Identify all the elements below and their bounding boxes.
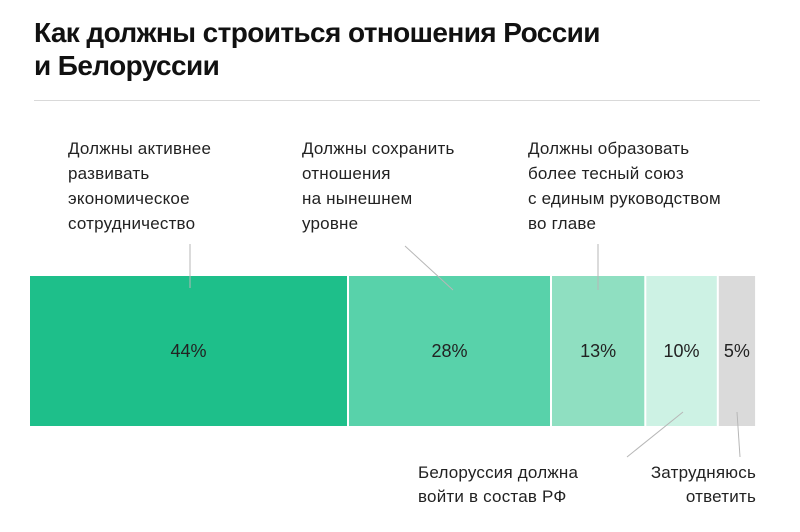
- category-label-undecided: Затрудняюсь ответить: [630, 461, 756, 509]
- leader-line: [736, 411, 741, 458]
- category-label-line: во главе: [528, 214, 597, 233]
- category-label-line: сотрудничество: [68, 214, 196, 233]
- category-label-economic-cooperation: Должны активнее развивать экономическое …: [68, 136, 211, 236]
- category-label-line: ответить: [685, 487, 756, 506]
- category-label-line: более тесный союз: [528, 164, 684, 183]
- value-label: 5%: [724, 341, 750, 361]
- category-label-line: Должны активнее: [68, 139, 212, 158]
- value-labels: 44% 28% 13% 10% 5%: [170, 341, 749, 361]
- category-label-line: отношения: [302, 164, 391, 183]
- chart-title: Как должны строиться отношения России и …: [34, 16, 774, 82]
- category-label-line: Белоруссия должна: [418, 463, 579, 482]
- category-label-line: Должны сохранить: [302, 139, 455, 158]
- category-label-line: на нынешнем: [302, 189, 413, 208]
- chart-title-line-2: и Белоруссии: [34, 50, 220, 81]
- bar-segment: [552, 276, 645, 426]
- category-label-line: войти в состав РФ: [418, 487, 567, 506]
- bar-segment: [718, 276, 756, 426]
- value-label: 44%: [170, 341, 206, 361]
- value-label: 28%: [431, 341, 467, 361]
- leader-lines: [189, 244, 741, 458]
- category-label-closer-union: Должны образовать более тесный союз с ед…: [528, 136, 721, 236]
- category-label-line: экономическое: [68, 189, 190, 208]
- title-divider: [34, 100, 760, 101]
- category-label-line: уровне: [302, 214, 359, 233]
- category-label-line: Затрудняюсь: [650, 463, 756, 482]
- category-label-keep-current-level: Должны сохранить отношения на нынешнем у…: [302, 136, 455, 236]
- leader-line: [404, 245, 454, 291]
- category-label-line: с единым руководством: [528, 189, 721, 208]
- chart-title-line-1: Как должны строиться отношения России: [34, 17, 601, 48]
- bar-segment: [646, 276, 717, 426]
- leader-line: [626, 411, 684, 458]
- bar-segment: [349, 276, 550, 426]
- category-label-line: Должны образовать: [528, 139, 690, 158]
- category-label-line: развивать: [68, 164, 150, 183]
- value-label: 13%: [580, 341, 616, 361]
- bar-segments: [30, 276, 756, 426]
- category-label-join-russia: Белоруссия должна войти в состав РФ: [418, 461, 578, 509]
- value-label: 10%: [663, 341, 699, 361]
- bar-segment: [30, 276, 347, 426]
